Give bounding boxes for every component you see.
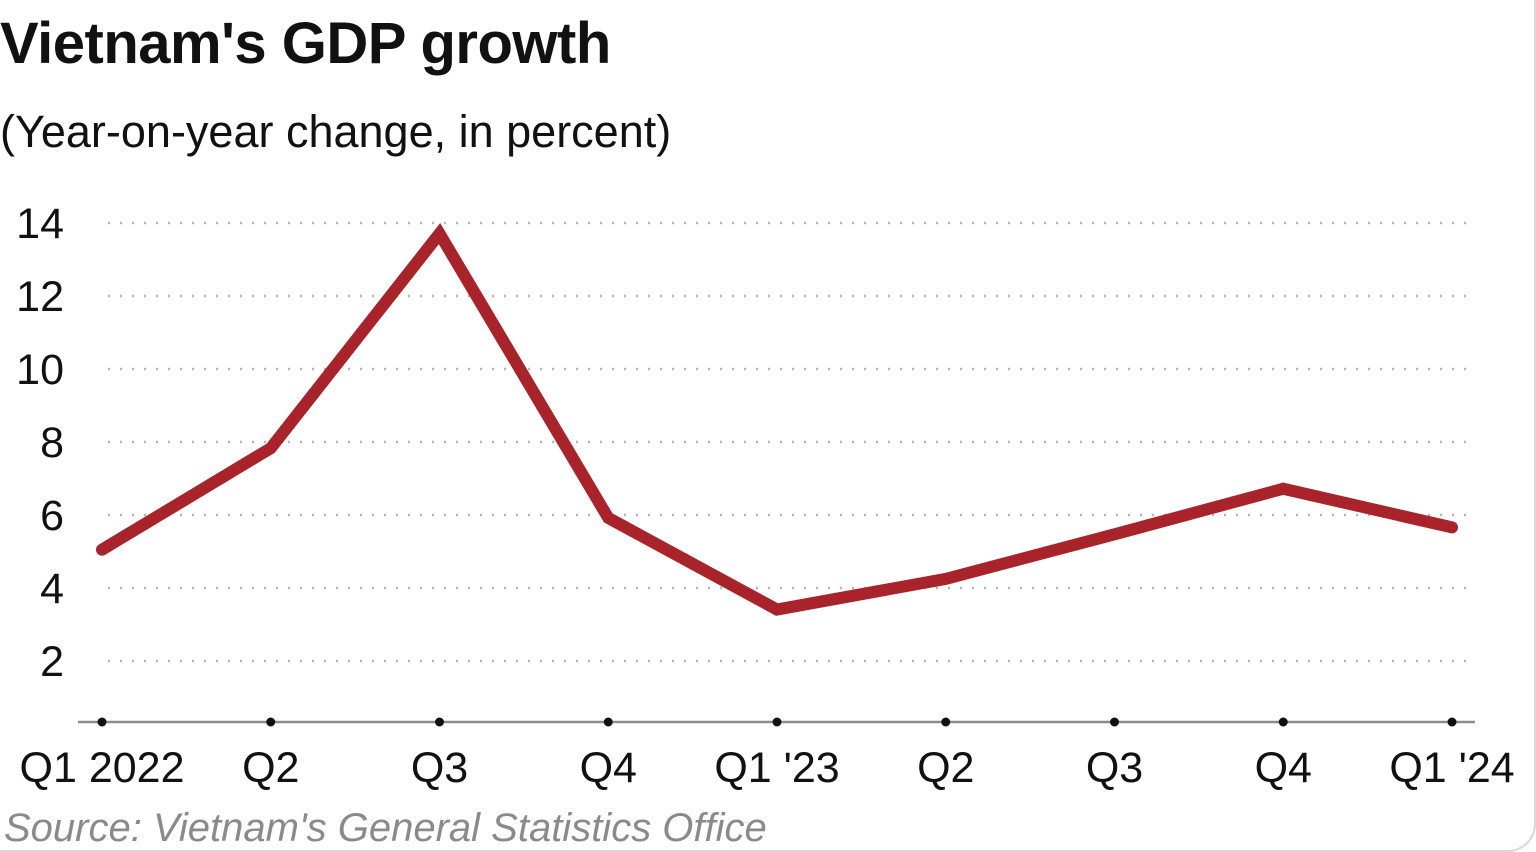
x-tick-mark <box>1110 717 1119 727</box>
x-tick-label: Q1 '23 <box>714 744 839 792</box>
x-tick-mark <box>772 717 782 727</box>
x-tick-mark <box>97 717 107 727</box>
series-line <box>96 222 1458 616</box>
x-tick-mark <box>266 717 276 727</box>
x-tick-mark <box>435 717 444 727</box>
x-tick-label: Q1 2022 <box>20 744 185 792</box>
chart-subtitle: (Year-on-year change, in percent) <box>0 106 672 157</box>
x-axis: Q1 2022 Q2 Q3 Q4 Q1 '23 Q2 Q3 Q4 Q1 '24 <box>20 717 1515 792</box>
x-tick-label: Q2 <box>917 744 974 792</box>
y-tick-label: 2 <box>40 638 64 686</box>
series-group <box>96 222 1458 616</box>
x-tick-label: Q3 <box>1086 744 1143 792</box>
x-tick-label: Q4 <box>1255 744 1312 792</box>
x-tick-label: Q4 <box>580 744 637 792</box>
x-tick-label: Q1 '24 <box>1389 744 1514 792</box>
chart-title: Vietnam's GDP growth <box>0 11 611 76</box>
y-tick-label: 14 <box>16 200 64 248</box>
x-tick-mark <box>1278 717 1288 727</box>
x-tick-mark <box>941 717 951 727</box>
y-tick-label: 8 <box>40 419 64 467</box>
source-note: Source: Vietnam's General Statistics Off… <box>4 806 767 850</box>
gridlines <box>108 221 1475 663</box>
y-tick-label: 12 <box>16 273 64 321</box>
x-tick-label: Q2 <box>242 744 299 792</box>
x-tick-label: Q3 <box>411 744 468 792</box>
y-tick-label: 10 <box>16 346 64 394</box>
x-tick-mark <box>1447 717 1457 727</box>
y-tick-label: 6 <box>40 492 64 540</box>
x-tick-mark <box>603 717 613 727</box>
y-tick-label: 4 <box>40 565 64 613</box>
y-axis: 2 4 6 8 10 12 14 <box>16 200 64 686</box>
